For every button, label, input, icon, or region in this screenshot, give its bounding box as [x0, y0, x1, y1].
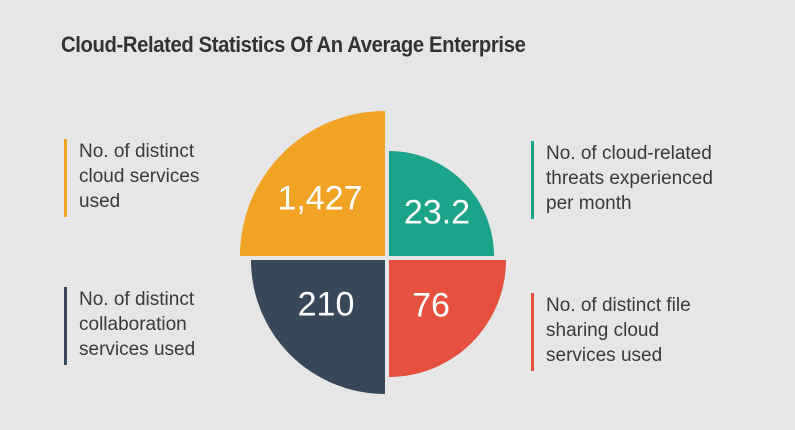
- legend-tick-cloud-services: [64, 139, 67, 217]
- legend-collaboration-services: No. of distinct collaboration services u…: [64, 287, 195, 365]
- value-cloud-services: 1,427: [277, 179, 363, 218]
- legend-cloud-threats: No. of cloud-related threats experienced…: [531, 141, 713, 219]
- legend-tick-file-sharing-services: [531, 293, 534, 371]
- legend-file-sharing-services: No. of distinct file sharing cloud servi…: [531, 293, 691, 371]
- legend-cloud-services: No. of distinct cloud services used: [64, 139, 199, 217]
- page-title: Cloud-Related Statistics Of An Average E…: [61, 32, 526, 57]
- value-file-sharing-services: 76: [412, 286, 450, 325]
- legend-label-collaboration-services: No. of distinct collaboration services u…: [79, 289, 196, 360]
- legend-tick-cloud-threats: [531, 141, 534, 219]
- value-collaboration-services: 210: [297, 285, 355, 324]
- legend-label-file-sharing-services: No. of distinct file sharing cloud servi…: [546, 295, 691, 366]
- legend-label-cloud-services: No. of distinct cloud services used: [79, 141, 200, 212]
- legend-tick-collaboration-services: [64, 287, 67, 365]
- segment-collaboration-services: [251, 260, 385, 394]
- legend-label-cloud-threats: No. of cloud-related threats experienced…: [546, 143, 713, 214]
- value-cloud-threats: 23.2: [403, 193, 471, 232]
